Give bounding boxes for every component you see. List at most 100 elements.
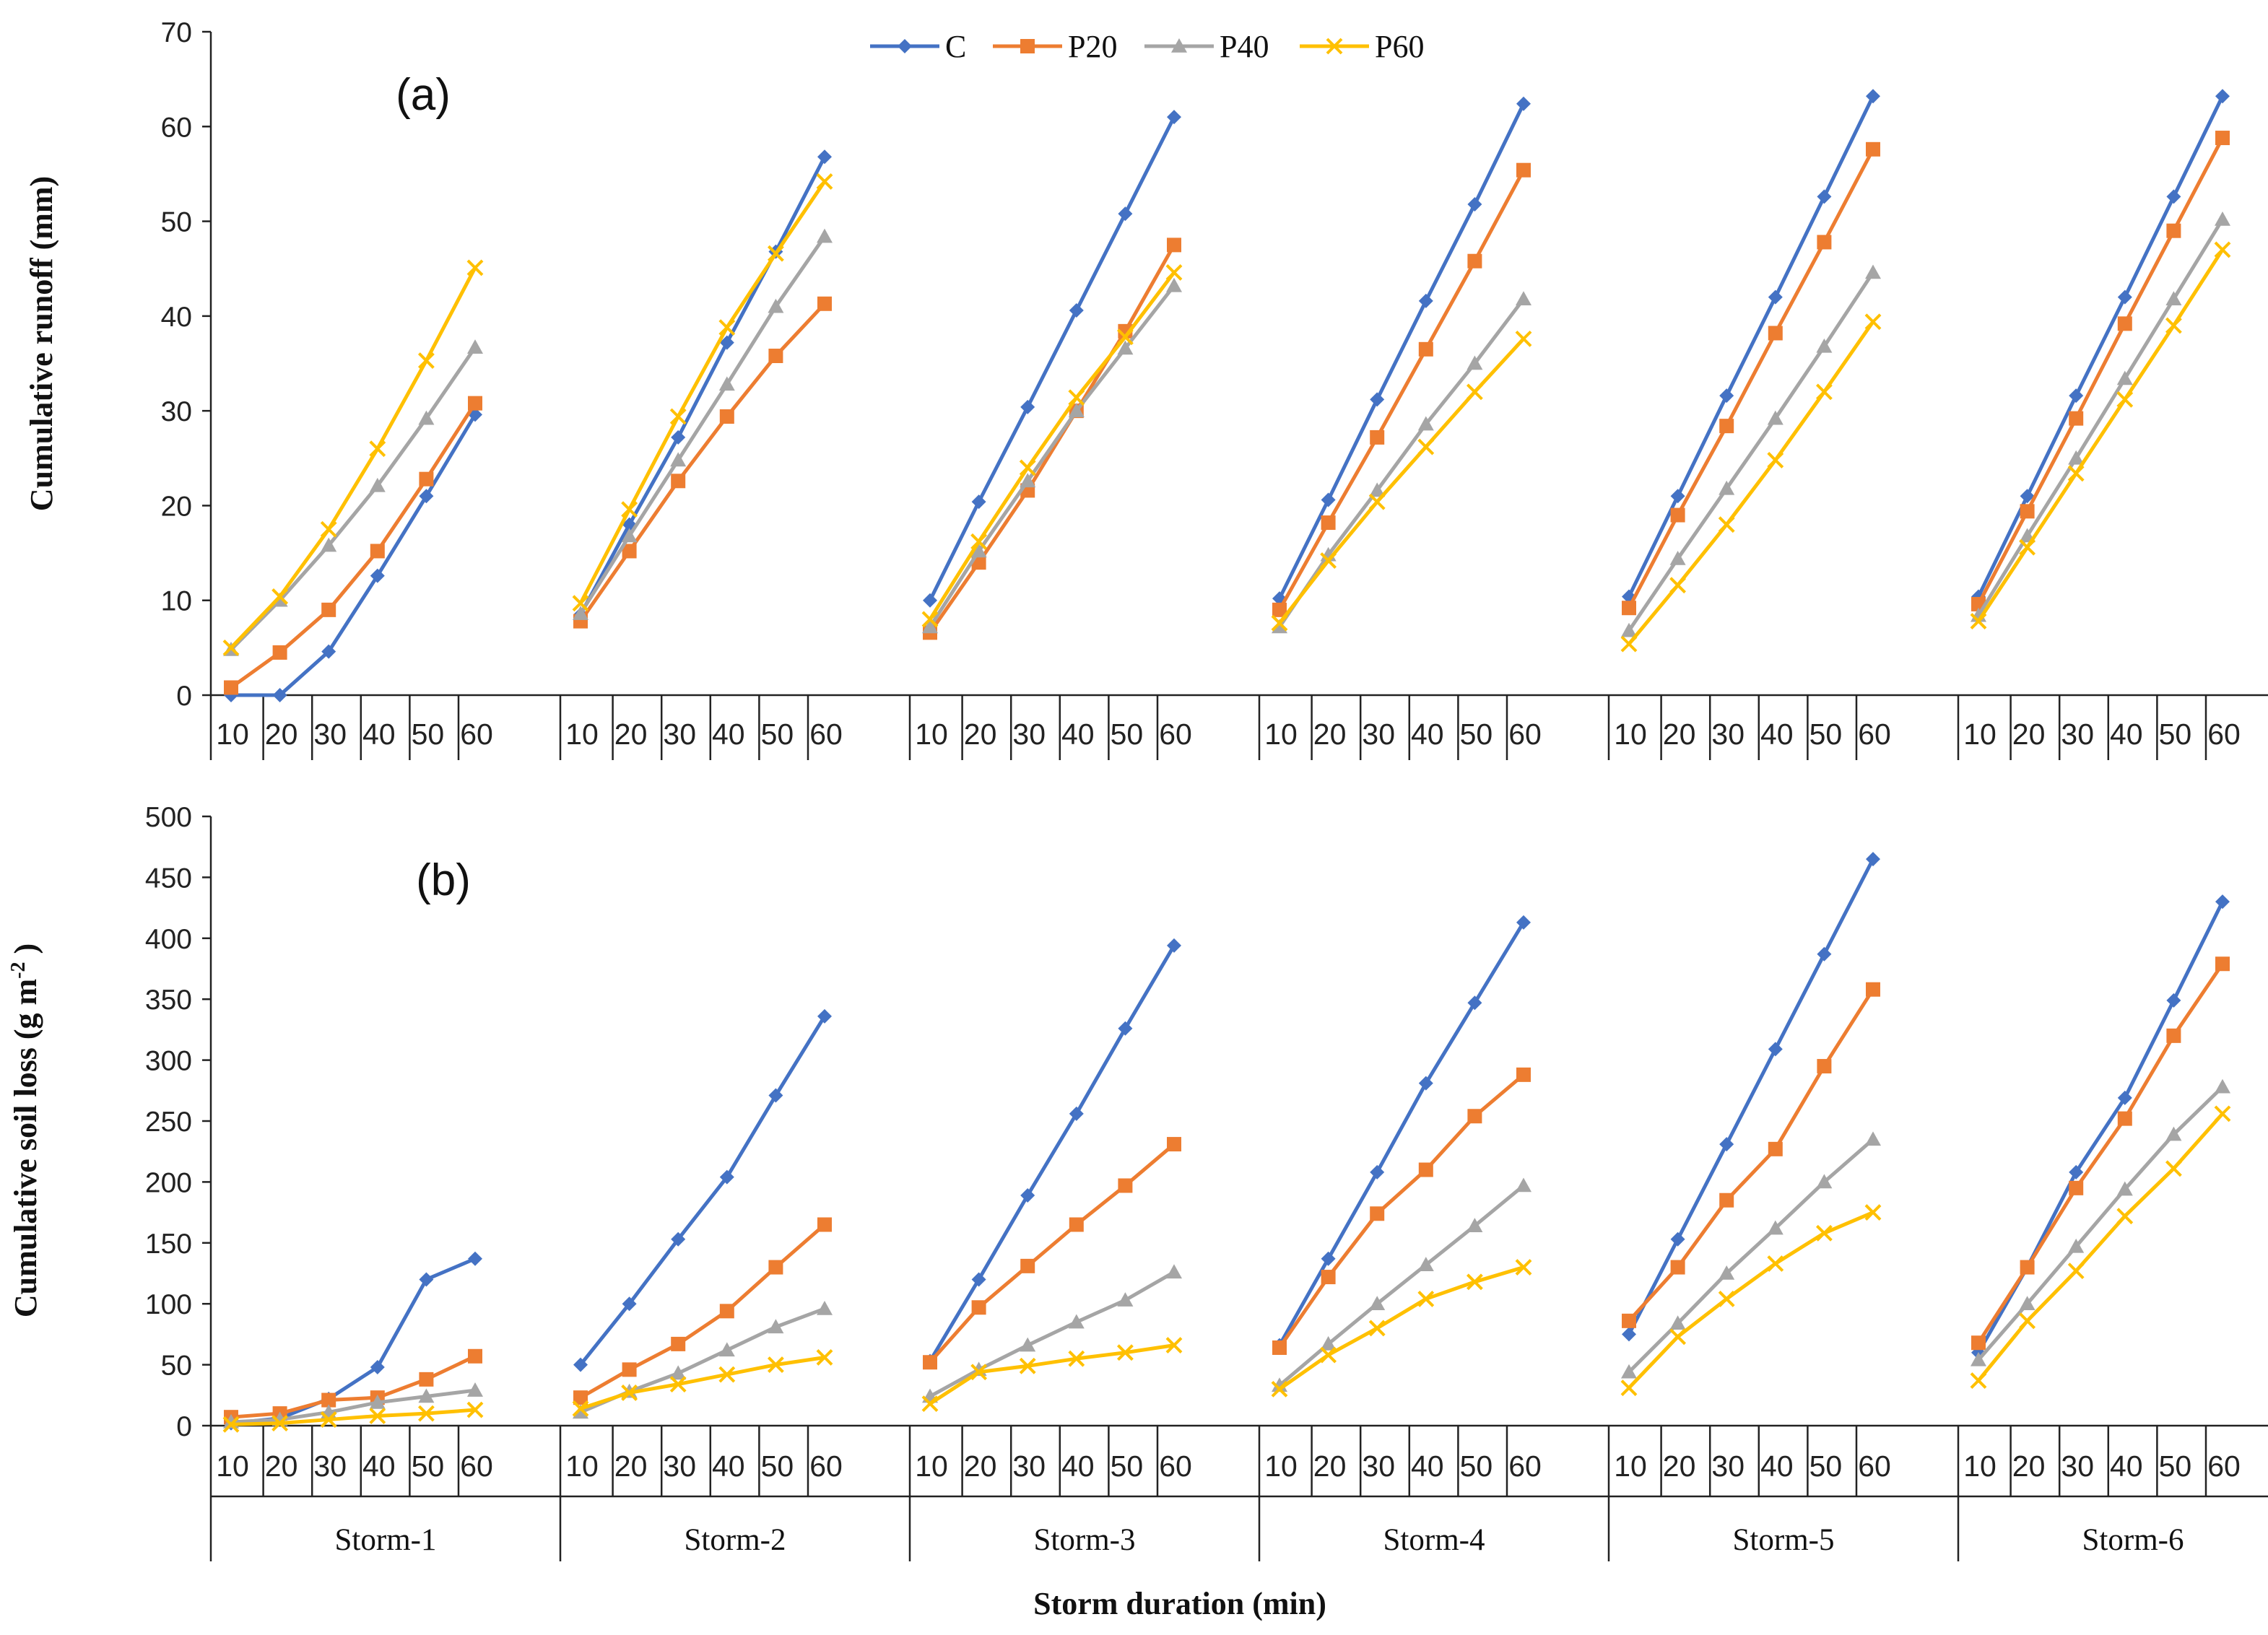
panel-a-point-p60 (466, 259, 484, 276)
panel-b-series-p40 (223, 1078, 2230, 1429)
panel-a-point-c (1321, 492, 1336, 507)
panel-b-line-c-storm-2 (578, 1014, 827, 1367)
panel-b-point-p20 (923, 1355, 937, 1370)
panel-a-label: (a) (396, 70, 451, 120)
panel-a-point-p40 (1068, 403, 1085, 417)
panel-b-y-tick-label: 450 (145, 863, 192, 894)
panel-a-point-p20 (671, 474, 686, 489)
panel-a-point-p20 (1418, 341, 1433, 357)
panel-a-point-p60 (1466, 383, 1483, 401)
panel-b-soil-loss: Cumulative soil loss (g m-2 ) (b) 050100… (7, 802, 2268, 1621)
panel-b-x-tick-label: 10 (216, 1449, 249, 1483)
panel-a-point-p20 (468, 396, 482, 411)
panel-b-point-p20 (2166, 1028, 2181, 1043)
panel-b-point-p20 (1321, 1270, 1336, 1285)
panel-b-point-p40 (2165, 1126, 2182, 1141)
panel-a-y-tick-label: 50 (161, 207, 192, 238)
panel-b-x-axis: 10 20 30 40 50 60 Storm-1 10 20 30 40 50 60 Storm-2 10… (209, 1424, 2268, 1561)
panel-b-point-p60 (1466, 1273, 1483, 1291)
panel-b-x-tick-label: 30 (2061, 1449, 2094, 1483)
panel-a-point-p20 (370, 544, 385, 559)
panel-a-point-p60 (1068, 389, 1085, 406)
panel-b-point-p60 (669, 1376, 687, 1393)
panel-b-line-p60-storm-1 (229, 1408, 477, 1426)
panel-a-point-p40 (1272, 619, 1287, 634)
panel-a-point-c (971, 494, 986, 510)
panel-b-x-tick-label: 10 (1264, 1449, 1298, 1483)
panel-b-x-tick-label: 40 (1411, 1449, 1444, 1483)
panel-b-series-p60 (222, 1105, 2231, 1433)
panel-a-line-p40-storm-6 (1976, 217, 2225, 618)
panel-b-point-p20 (1370, 1206, 1385, 1221)
panel-b-x-tick-label: 40 (1760, 1449, 1794, 1483)
panel-b-point-c (419, 1272, 434, 1287)
panel-a-point-p60 (572, 595, 589, 612)
panel-a-point-p40 (1669, 550, 1686, 565)
panel-b-point-p60 (222, 1416, 240, 1433)
panel-a-x-tick-label: 10 (565, 718, 599, 751)
panel-b-point-p40 (1320, 1335, 1337, 1351)
panel-b-group-label: Storm-3 (1034, 1523, 1136, 1557)
panel-a-point-p20 (1719, 419, 1734, 434)
panel-b-point-p60 (417, 1405, 435, 1422)
panel-a-x-tick-label: 50 (1460, 718, 1493, 751)
panel-b-group-label: Storm-6 (2082, 1523, 2184, 1557)
panel-a-point-p20 (1670, 507, 1685, 523)
panel-b-point-p40 (1816, 1174, 1833, 1189)
panel-a-point-p60 (1271, 614, 1288, 632)
panel-a-x-tick-label: 60 (1858, 718, 1891, 751)
panel-b-x-tick-label: 30 (1362, 1449, 1395, 1483)
panel-b-point-p40 (1971, 1351, 1986, 1366)
panel-a-x-tick-label: 50 (1809, 718, 1843, 751)
panel-a-point-p40 (1816, 338, 1833, 353)
panel-b-point-c (1370, 1164, 1385, 1180)
panel-a-series-c (224, 89, 2230, 702)
panel-b-point-p20 (768, 1260, 783, 1275)
panel-b-point-c (2117, 1090, 2132, 1105)
panel-b-point-c (1622, 1327, 1636, 1342)
panel-a-point-c (1370, 392, 1385, 407)
panel-a-y-tick-label: 60 (161, 112, 192, 143)
panel-b-x-tick-label: 20 (1663, 1449, 1696, 1483)
panel-b-point-c (1321, 1251, 1336, 1266)
panel-b-point-p60 (1068, 1350, 1085, 1367)
panel-b-point-p60 (1815, 1224, 1833, 1242)
panel-a-line-p40-storm-2 (578, 235, 827, 616)
panel-a-point-p40 (1117, 340, 1134, 355)
panel-a-point-p60 (320, 520, 337, 538)
panel-b-point-p60 (369, 1408, 386, 1424)
x-axis-title: Storm duration (min) (1033, 1586, 1326, 1621)
panel-a-point-p40 (369, 477, 386, 492)
panel-b-y-tick-label: 200 (145, 1167, 192, 1198)
panel-a-x-tick-label: 50 (1111, 718, 1144, 751)
panel-a-point-p60 (1417, 438, 1435, 455)
panel-b-point-p60 (572, 1400, 589, 1417)
panel-b-point-p60 (816, 1349, 833, 1366)
panel-b-point-c (1768, 1042, 1783, 1057)
panel-b-point-p60 (2019, 1312, 2036, 1330)
panel-b-point-c (1817, 946, 1832, 962)
panel-b-point-p40 (1865, 1131, 1881, 1146)
panel-a-point-p60 (1368, 493, 1386, 510)
panel-a-point-c (2166, 189, 2181, 204)
panel-a-point-p20 (1272, 602, 1287, 617)
legend-label-p20: P20 (1068, 29, 1117, 64)
panel-b-point-p60 (1116, 1344, 1134, 1361)
panel-b-point-p60 (1019, 1357, 1036, 1374)
panel-a-x-tick-label: 40 (362, 718, 396, 751)
panel-b-point-p20 (1817, 1059, 1832, 1074)
panel-b-x-tick-label: 60 (809, 1449, 843, 1483)
panel-a-point-p20 (2020, 504, 2035, 519)
panel-a-point-c (1020, 399, 1035, 414)
panel-a-point-p40 (922, 619, 938, 634)
panel-b-y-tick-label: 250 (145, 1107, 192, 1138)
panel-b-x-tick-label: 50 (412, 1449, 445, 1483)
panel-b-point-p20 (1971, 1335, 1986, 1351)
panel-a-point-p60 (816, 173, 833, 190)
panel-a-point-p20 (768, 348, 783, 363)
panel-a-point-c (2069, 388, 2084, 404)
panel-a-point-p20 (224, 680, 238, 695)
panel-b-x-tick-label: 30 (1012, 1449, 1046, 1483)
panel-b-line-p40-storm-3 (928, 1270, 1176, 1398)
panel-a-x-tick-label: 20 (265, 718, 298, 751)
